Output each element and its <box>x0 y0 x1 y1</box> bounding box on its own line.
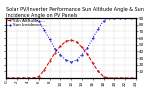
Sun Altitude  --- <box>124 77 126 79</box>
Sun Altitude  --- <box>103 76 105 77</box>
Sun Altitude  --- <box>38 76 40 77</box>
Sun Altitude  --- <box>76 41 78 43</box>
Sun Altitude  --- <box>81 47 83 48</box>
Sun Incidence ... <box>38 21 40 22</box>
Sun Incidence ... <box>22 17 24 19</box>
Sun Incidence ... <box>43 29 45 31</box>
Sun Altitude  --- <box>113 77 115 79</box>
Sun Incidence ... <box>32 17 34 19</box>
Text: Solar PV/Inverter Performance Sun Altitude Angle & Sun Incidence Angle on PV Pan: Solar PV/Inverter Performance Sun Altitu… <box>6 7 144 18</box>
Sun Incidence ... <box>92 37 94 39</box>
Sun Incidence ... <box>108 17 110 19</box>
Sun Altitude  --- <box>54 52 56 53</box>
Sun Altitude  --- <box>5 77 7 79</box>
Sun Incidence ... <box>81 54 83 55</box>
Sun Incidence ... <box>124 17 126 19</box>
Sun Altitude  --- <box>32 77 34 79</box>
Sun Incidence ... <box>103 20 105 21</box>
Legend: Sun Altitude  ---, Sun Incidence ...: Sun Altitude ---, Sun Incidence ... <box>7 18 48 28</box>
Sun Incidence ... <box>59 54 61 55</box>
Sun Incidence ... <box>70 61 72 63</box>
Sun Altitude  --- <box>43 69 45 71</box>
Sun Altitude  --- <box>130 77 132 79</box>
Sun Incidence ... <box>97 28 99 29</box>
Sun Altitude  --- <box>135 77 137 79</box>
Sun Incidence ... <box>76 59 78 61</box>
Sun Incidence ... <box>113 17 115 19</box>
Sun Altitude  --- <box>49 61 51 62</box>
Sun Altitude  --- <box>92 63 94 64</box>
Sun Altitude  --- <box>119 77 121 79</box>
Sun Altitude  --- <box>70 39 72 41</box>
Sun Altitude  --- <box>65 41 67 42</box>
Sun Incidence ... <box>135 17 137 19</box>
Line: Sun Incidence ...: Sun Incidence ... <box>6 17 137 63</box>
Sun Altitude  --- <box>108 77 110 79</box>
Sun Altitude  --- <box>59 45 61 47</box>
Sun Altitude  --- <box>22 77 24 79</box>
Sun Incidence ... <box>119 17 121 19</box>
Sun Incidence ... <box>11 17 13 19</box>
Line: Sun Altitude  ---: Sun Altitude --- <box>6 39 137 79</box>
Sun Incidence ... <box>16 17 18 19</box>
Sun Incidence ... <box>49 39 51 40</box>
Sun Incidence ... <box>5 17 7 19</box>
Sun Incidence ... <box>27 17 29 19</box>
Sun Altitude  --- <box>97 71 99 72</box>
Sun Incidence ... <box>86 47 88 49</box>
Sun Altitude  --- <box>11 77 13 79</box>
Sun Altitude  --- <box>16 77 18 79</box>
Sun Altitude  --- <box>86 53 88 55</box>
Sun Altitude  --- <box>27 77 29 79</box>
Sun Incidence ... <box>65 59 67 61</box>
Sun Incidence ... <box>54 48 56 49</box>
Sun Incidence ... <box>130 17 132 19</box>
